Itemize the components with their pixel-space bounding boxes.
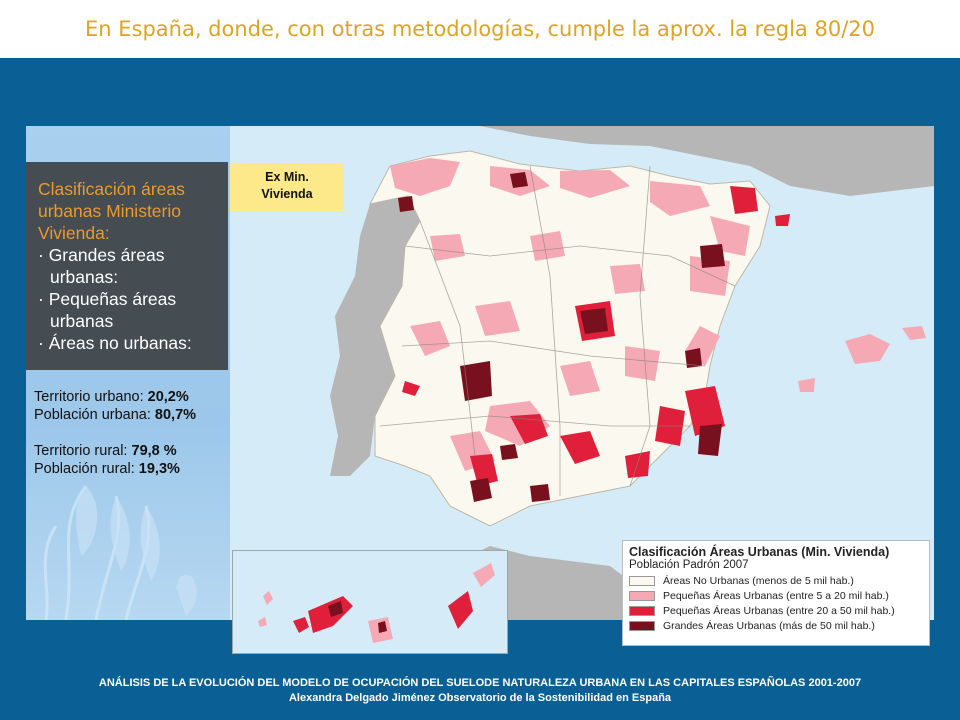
stat-value: 20,2% xyxy=(147,389,189,405)
tag-line: Ex Min. xyxy=(265,170,309,184)
canary-islands-map xyxy=(258,563,495,643)
map-figure: Clasificación áreas urbanas Ministerio V… xyxy=(26,126,934,620)
heading-line: urbanas Ministerio xyxy=(38,201,181,221)
urban-territory-stat: Territorio urbano: 20,2% xyxy=(34,388,196,406)
info-panel: Clasificación áreas urbanas Ministerio V… xyxy=(26,126,230,620)
map-legend: Clasificación Áreas Urbanas (Min. Vivien… xyxy=(622,540,930,646)
legend-label: Áreas No Urbanas (menos de 5 mil hab.) xyxy=(663,574,854,587)
legend-label: Pequeñas Áreas Urbanas (entre 5 a 20 mil… xyxy=(663,589,889,602)
legend-item: Áreas No Urbanas (menos de 5 mil hab.) xyxy=(629,573,923,588)
bullet-large-urban: · Grandes áreas urbanas: xyxy=(38,244,218,288)
bullet-text: urbanas xyxy=(50,311,114,331)
stat-label: Población rural: xyxy=(34,461,139,477)
stat-value: 79,8 % xyxy=(131,443,177,459)
province-borders xyxy=(379,165,736,496)
urban-population-stat: Población urbana: 80,7% xyxy=(34,406,196,424)
urban-area-patches xyxy=(390,158,790,502)
bullet-text: · Áreas no urbanas: xyxy=(38,333,192,353)
footer-line: Alexandra Delgado Jiménez Observatorio d… xyxy=(288,692,672,704)
stat-label: Territorio urbano: xyxy=(34,389,148,405)
legend-item: Grandes Áreas Urbanas (más de 50 mil hab… xyxy=(629,618,923,633)
heading-line: Vivienda: xyxy=(38,223,110,243)
balearic-ibiza xyxy=(798,378,815,392)
bullet-small-urban: · Pequeñas áreas urbanas xyxy=(38,288,218,332)
canary-islands-inset xyxy=(232,550,508,654)
legend-label: Pequeñas Áreas Urbanas (entre 20 a 50 mi… xyxy=(663,604,895,617)
legend-swatch xyxy=(629,605,655,616)
rural-population-stat: Población rural: 19,3% xyxy=(34,460,196,478)
legend-item: Pequeñas Áreas Urbanas (entre 20 a 50 mi… xyxy=(629,603,923,618)
decorative-plants-icon xyxy=(43,485,197,620)
bullet-text: · Pequeñas áreas xyxy=(38,289,177,309)
classification-heading: Clasificación áreas urbanas Ministerio V… xyxy=(38,178,218,244)
legend-subtitle: Población Padrón 2007 xyxy=(629,559,749,571)
bullet-non-urban: · Áreas no urbanas: xyxy=(38,332,218,354)
slide-footer: ANÁLISIS DE LA EVOLUCIÓN DEL MODELO DE O… xyxy=(0,676,960,706)
heading-line: Clasificación áreas xyxy=(38,179,185,199)
classification-box: Clasificación áreas urbanas Ministerio V… xyxy=(26,162,228,370)
spain-map xyxy=(230,126,934,620)
legend-title: Clasificación Áreas Urbanas (Min. Vivien… xyxy=(629,545,890,559)
stat-label: Población urbana: xyxy=(34,407,155,423)
france-land xyxy=(480,126,934,196)
balearic-mallorca xyxy=(845,334,890,364)
legend-label: Grandes Áreas Urbanas (más de 50 mil hab… xyxy=(663,619,875,632)
legend-item: Pequeñas Áreas Urbanas (entre 5 a 20 mil… xyxy=(629,588,923,603)
slide-title: En España, donde, con otras metodologías… xyxy=(84,17,875,41)
source-tag: Ex Min. Vivienda xyxy=(230,163,344,211)
spain-urban-areas-map xyxy=(230,126,934,620)
portugal-land xyxy=(330,196,420,476)
bullet-text: · Grandes áreas xyxy=(38,245,165,265)
stat-value: 80,7% xyxy=(154,407,197,423)
statistics-block: Territorio urbano: 20,2% Población urban… xyxy=(34,388,196,478)
tag-line: Vivienda xyxy=(261,187,313,201)
stat-value: 19,3% xyxy=(138,461,180,477)
legend-swatch xyxy=(629,620,655,631)
legend-swatch xyxy=(629,590,655,601)
stat-label: Territorio rural: xyxy=(34,443,132,459)
balearic-menorca xyxy=(902,326,926,340)
footer-line: ANÁLISIS DE LA EVOLUCIÓN DEL MODELO DE O… xyxy=(98,677,862,689)
rural-territory-stat: Territorio rural: 79,8 % xyxy=(34,442,196,460)
bullet-text: urbanas: xyxy=(50,267,119,287)
legend-swatch xyxy=(629,575,655,586)
